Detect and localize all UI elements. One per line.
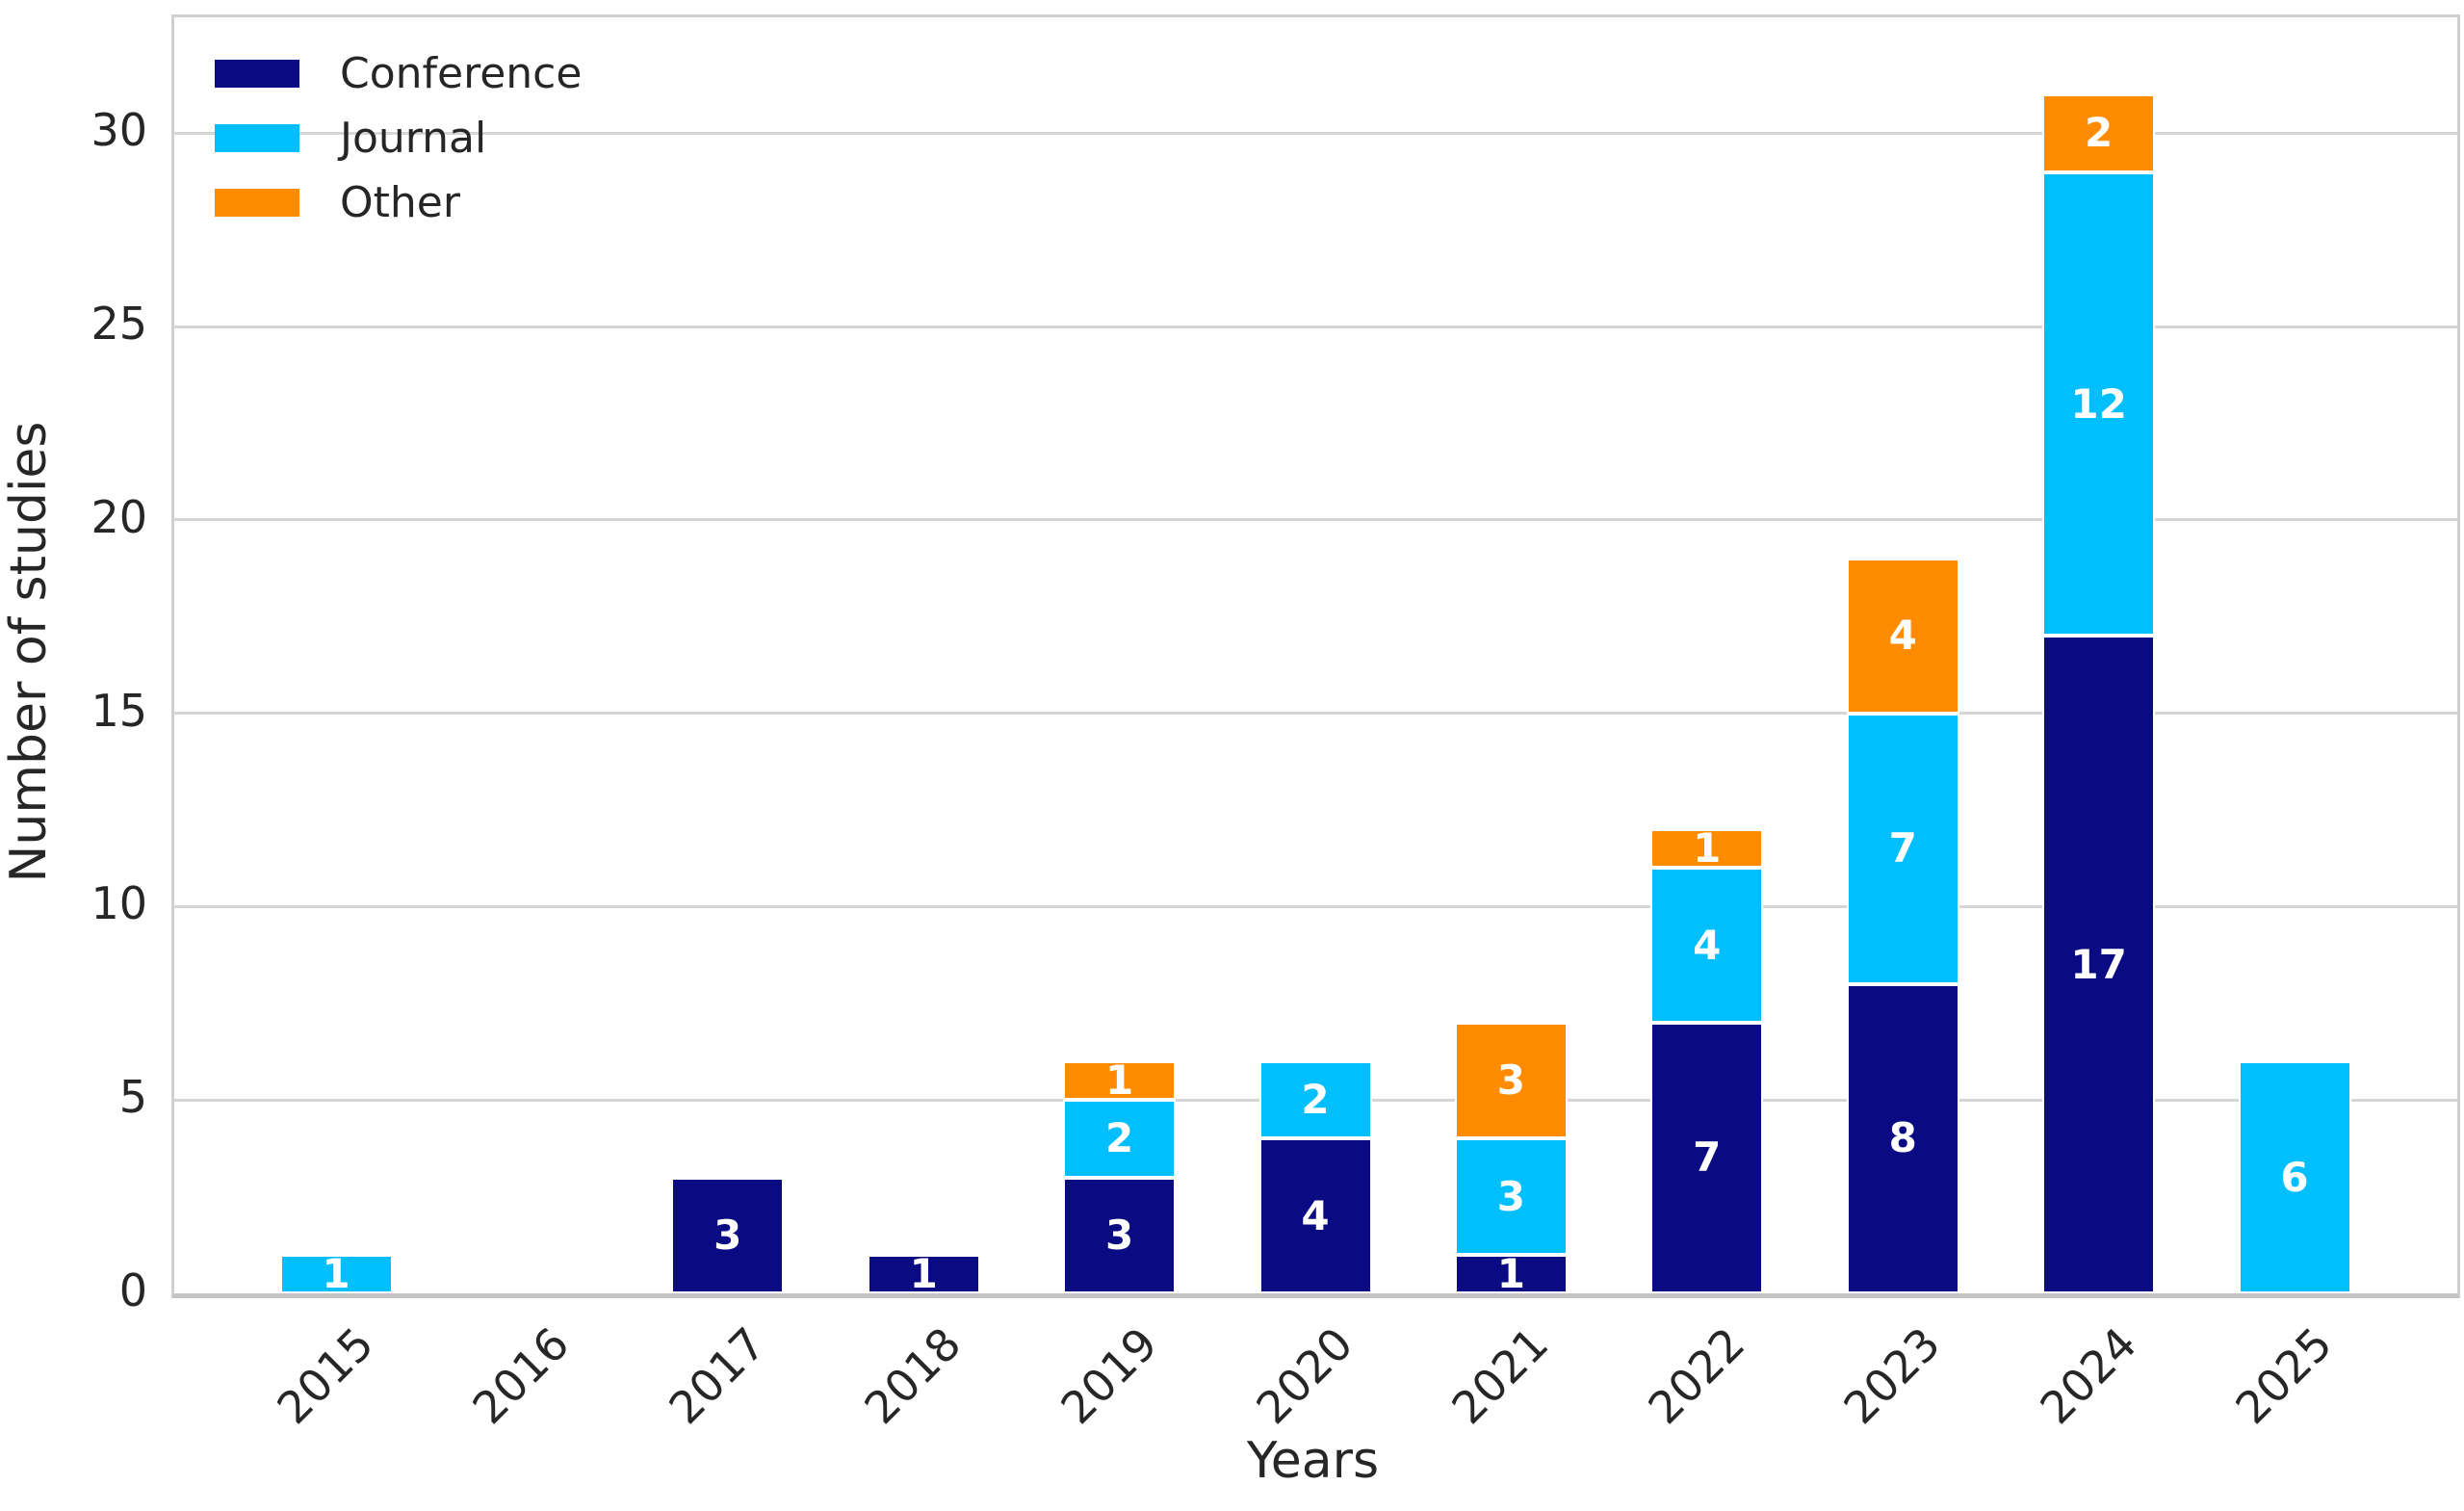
- bar-segment-2024-conference: 17: [2042, 636, 2156, 1293]
- legend-swatch-other: [215, 188, 299, 217]
- y-tick-label-20: 20: [91, 490, 147, 543]
- y-tick-label-15: 15: [91, 684, 147, 737]
- bar-value-label: 1: [1496, 1249, 1525, 1297]
- x-tick-label-2018: 2018: [854, 1317, 972, 1434]
- x-tick-label-2023: 2023: [1833, 1317, 1951, 1434]
- bar-segment-2022-journal: 4: [1650, 868, 1764, 1023]
- bar-segment-2023-journal: 7: [1846, 713, 1959, 984]
- y-tick-label-5: 5: [118, 1071, 147, 1124]
- bar-segment-2023-conference: 8: [1846, 983, 1959, 1293]
- bar-value-label: 7: [1888, 824, 1917, 873]
- y-tick-label-0: 0: [118, 1264, 147, 1316]
- bar-segment-2021-conference: 1: [1454, 1249, 1568, 1297]
- bar-segment-2022-other: 1: [1650, 824, 1764, 873]
- bar-segment-2020-conference: 4: [1258, 1138, 1372, 1293]
- bar-value-label: 17: [2070, 940, 2127, 988]
- bar-segment-2024-other: 2: [2042, 94, 2156, 172]
- bar-2024: 17 12 2: [2042, 94, 2156, 1293]
- legend-swatch-journal: [215, 123, 299, 152]
- bar-value-label: 7: [1693, 1133, 1722, 1182]
- bar-value-label: 2: [2084, 109, 2114, 157]
- bar-segment-2024-journal: 12: [2042, 171, 2156, 637]
- bar-2019: 3 2 1: [1063, 1056, 1177, 1293]
- legend-label: Conference: [340, 48, 583, 98]
- x-tick-label-2020: 2020: [1246, 1317, 1363, 1434]
- bar-segment-2019-journal: 2: [1063, 1100, 1177, 1178]
- bar-segment-2023-other: 4: [1846, 559, 1959, 714]
- x-tick-label-2022: 2022: [1638, 1317, 1754, 1434]
- y-tick-label-25: 25: [91, 298, 147, 351]
- bar-value-label: 3: [1496, 1172, 1525, 1220]
- bar-2018: 1: [867, 1249, 980, 1297]
- x-axis-title-text: Years: [1246, 1432, 1380, 1490]
- legend-item-journal: Journal: [215, 113, 582, 163]
- legend-swatch-conference: [215, 59, 299, 88]
- legend-item-other: Other: [215, 177, 582, 227]
- bar-value-label: 3: [1104, 1211, 1134, 1259]
- bar-value-label: 4: [1693, 921, 1722, 969]
- bar-value-label: 3: [713, 1211, 742, 1259]
- bar-segment-2021-journal: 3: [1454, 1138, 1568, 1255]
- bar-segment-2022-conference: 7: [1650, 1022, 1764, 1293]
- bar-value-label: 1: [909, 1249, 938, 1297]
- bar-segment-2019-conference: 3: [1063, 1177, 1177, 1293]
- x-tick-label-2024: 2024: [2029, 1317, 2146, 1434]
- bar-value-label: 8: [1888, 1114, 1917, 1162]
- bar-value-label: 6: [2280, 1153, 2309, 1201]
- gridline-y-15: [174, 712, 2457, 716]
- legend-label: Journal: [340, 113, 487, 163]
- gridline-y-10: [174, 905, 2457, 908]
- bar-2017: 3: [671, 1177, 785, 1293]
- bar-segment-2017-conference: 3: [671, 1177, 785, 1293]
- bar-value-label: 1: [1693, 824, 1722, 873]
- gridline-y-25: [174, 325, 2457, 328]
- x-tick-label-2016: 2016: [462, 1317, 580, 1434]
- y-tick-label-30: 30: [91, 104, 147, 157]
- legend-item-conference: Conference: [215, 48, 582, 98]
- x-tick-label-2021: 2021: [1441, 1317, 1559, 1434]
- bar-segment-2019-other: 1: [1063, 1056, 1177, 1105]
- bar-value-label: 3: [1496, 1056, 1525, 1105]
- gridline-y-20: [174, 518, 2457, 522]
- bar-value-label: 12: [2070, 379, 2127, 428]
- bar-segment-2025-journal: 6: [2238, 1061, 2351, 1293]
- x-tick-label-2017: 2017: [659, 1317, 775, 1434]
- bar-segment-2021-other: 3: [1454, 1022, 1568, 1139]
- bar-value-label: 1: [1104, 1056, 1134, 1105]
- x-axis-title: Years: [171, 1432, 2454, 1490]
- bar-2025: 6: [2238, 1061, 2351, 1293]
- legend: Conference Journal Other: [215, 48, 582, 242]
- gridline-y-30: [174, 131, 2457, 135]
- x-tick-label-2015: 2015: [267, 1317, 384, 1434]
- bar-value-label: 2: [1301, 1076, 1330, 1124]
- x-tick-label-2025: 2025: [2225, 1317, 2343, 1434]
- bar-2023: 8 7 4: [1846, 559, 1959, 1293]
- x-tick-label-2019: 2019: [1050, 1317, 1167, 1434]
- bar-2022: 7 4 1: [1650, 824, 1764, 1293]
- bar-2021: 1 3 3: [1454, 1022, 1568, 1297]
- bar-2015: 1: [279, 1249, 393, 1297]
- legend-label: Other: [340, 177, 460, 227]
- bar-value-label: 4: [1888, 612, 1917, 660]
- bar-segment-2018-conference: 1: [867, 1249, 980, 1297]
- bar-segment-2015-journal: 1: [279, 1249, 393, 1297]
- y-tick-label-10: 10: [91, 877, 147, 930]
- bar-value-label: 1: [322, 1249, 350, 1297]
- plot-area: 1 3 1 3 2 1 4 2 1 3 3 7 4 1 8 7 4 17 12 2 6 Conference Journa…: [171, 14, 2460, 1298]
- bar-value-label: 4: [1301, 1191, 1330, 1239]
- bar-segment-2020-journal: 2: [1258, 1061, 1372, 1139]
- bar-value-label: 2: [1104, 1114, 1134, 1162]
